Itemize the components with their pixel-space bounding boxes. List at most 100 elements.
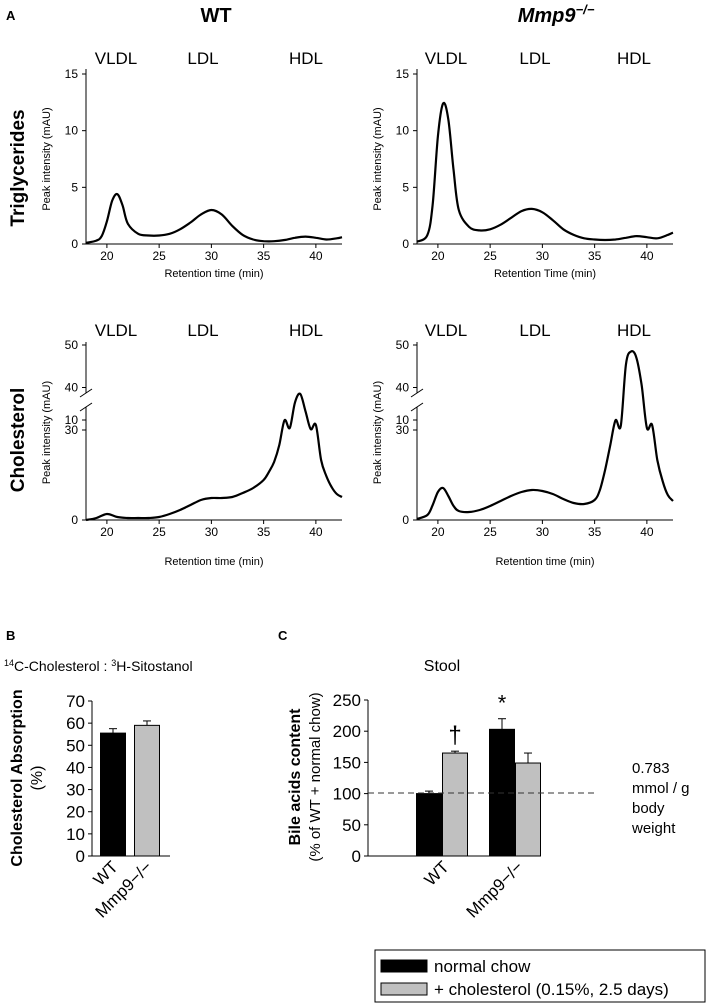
y-tick-label: 200	[333, 722, 361, 741]
x-tick-label: 20	[431, 249, 445, 263]
y-tick-label: 10	[396, 124, 410, 138]
significance-marker: †	[448, 722, 461, 749]
row-title-triglycerides: Triglycerides	[8, 109, 29, 226]
fraction-label-hdl: HDL	[289, 49, 323, 68]
bile-acids-chart-title: Stool	[424, 658, 460, 675]
fraction-label-ldl: LDL	[187, 321, 218, 340]
y-tick-label: 10	[65, 413, 79, 427]
row-title-cholesterol: Cholesterol	[8, 388, 29, 493]
y-tick-label: 0	[402, 237, 409, 251]
legend-swatch-cholesterol	[380, 982, 428, 996]
x-tick-label: 40	[640, 525, 654, 539]
panel-label-c: C	[278, 628, 288, 643]
bar	[515, 762, 541, 857]
y-tick-label: 30	[396, 423, 410, 437]
fraction-label-vldl: VLDL	[425, 49, 468, 68]
y-tick-label: 0	[71, 513, 78, 527]
bar	[416, 793, 442, 857]
y-tick-label: 5	[71, 180, 78, 194]
y-tick-label: 50	[66, 736, 85, 755]
y-tick-label: 40	[396, 381, 410, 395]
reference-label-line: body	[632, 800, 665, 817]
axis-break-mark	[410, 402, 424, 412]
y-tick-label: 15	[65, 67, 79, 81]
x-tick-label: 25	[483, 249, 497, 263]
x-tick-label: 25	[483, 525, 497, 539]
y-tick-label: 10	[65, 124, 79, 138]
y-axis-label: Peak intensity (mAU)	[41, 381, 53, 484]
series-line	[85, 192, 343, 244]
y-tick-label: 50	[342, 816, 361, 835]
y-tick-label: 60	[66, 714, 85, 733]
y-tick-label: 50	[396, 338, 410, 352]
y-tick-label: 250	[333, 691, 361, 710]
column-title-mmp9: Mmp9−/−	[518, 2, 595, 27]
panel-label-b: B	[6, 628, 15, 643]
y-tick-label: 40	[65, 381, 79, 395]
series-line-segment	[416, 350, 674, 521]
legend-label-normal-chow: normal chow	[434, 957, 531, 976]
y-tick-label: 10	[396, 413, 410, 427]
x-axis-label: Retention time (min)	[495, 556, 594, 568]
reference-label-line: mmol / g	[632, 780, 690, 797]
fraction-labels: VLDL LDL HDL VLDL LDL HDL VLDL LDL HDL V…	[95, 49, 651, 340]
series-line	[416, 101, 674, 243]
y-tick-label: 0	[402, 513, 409, 527]
absorption-chart-title: 14C-Cholesterol : 3H-Sitostanol	[4, 658, 193, 674]
chart-bile-acids: 0 50 100 150 200 250 Bile acids content (% of W…	[287, 691, 690, 922]
y-tick-label: 40	[66, 758, 85, 777]
x-tick-label: 20	[431, 525, 445, 539]
y-tick-label: 150	[333, 753, 361, 772]
y-axis-label: Peak intensity (mAU)	[372, 381, 384, 484]
column-title-mmp9-superscript: −/−	[576, 2, 595, 17]
fraction-label-hdl: HDL	[289, 321, 323, 340]
y-tick-label: 50	[65, 338, 79, 352]
column-title-mmp9-name: Mmp9	[518, 5, 577, 27]
x-tick-label: 35	[588, 249, 602, 263]
x-tick-label: 40	[309, 525, 323, 539]
y-axis-label: Peak intensity (mAU)	[372, 107, 384, 210]
y-axis-label: Peak intensity (mAU)	[41, 107, 53, 210]
y-tick-label: 0	[352, 847, 361, 866]
y-tick-label: 10	[66, 825, 85, 844]
y-tick-label: 20	[66, 803, 85, 822]
x-tick-label: 30	[536, 525, 550, 539]
fraction-label-hdl: HDL	[617, 321, 651, 340]
fraction-label-ldl: LDL	[187, 49, 218, 68]
y-axis-label: Cholesterol Absorption	[9, 689, 26, 866]
significance-marker: *	[498, 691, 507, 716]
x-tick-label: 35	[588, 525, 602, 539]
series-line-segment	[85, 392, 343, 522]
axis-break-mark	[79, 388, 93, 398]
y-axis-unit: (%)	[29, 766, 46, 791]
y-tick-label: 5	[402, 180, 409, 194]
y-tick-label: 15	[396, 67, 410, 81]
x-tick-label: 20	[100, 249, 114, 263]
reference-label-line: weight	[631, 820, 676, 837]
x-tick-label: 35	[257, 249, 271, 263]
fraction-label-vldl: VLDL	[95, 49, 138, 68]
axis-break-mark	[410, 388, 424, 398]
legend-label-cholesterol: + cholesterol (0.15%, 2.5 days)	[434, 980, 669, 999]
chart-cholesterol-absorption: 0 10 20 30 40 50 60 70 Cholesterol Absorption (%)…	[9, 689, 170, 922]
bar	[134, 724, 160, 857]
x-tick-label: 30	[536, 249, 550, 263]
x-tick-label: 30	[205, 525, 219, 539]
bar	[442, 752, 468, 857]
legend-swatch-normal-chow	[380, 959, 428, 973]
x-axis-label: Retention time (min)	[164, 556, 263, 568]
bar	[100, 732, 126, 857]
x-tick-label: 30	[205, 249, 219, 263]
y-tick-label: 30	[65, 423, 79, 437]
x-axis-label: Retention Time (min)	[494, 268, 596, 280]
axis-break-mark	[79, 402, 93, 412]
x-tick-label: 35	[257, 525, 271, 539]
y-tick-label: 100	[333, 785, 361, 804]
x-tick-label: 25	[152, 249, 166, 263]
reference-label-line: 0.783	[632, 760, 670, 777]
chart-triglycerides-wt: 20 25 30 35 40 0 5 10 15 Retention time (min) Peak…	[41, 67, 343, 280]
x-axis-label: Retention time (min)	[164, 268, 263, 280]
fraction-label-ldl: LDL	[519, 49, 550, 68]
